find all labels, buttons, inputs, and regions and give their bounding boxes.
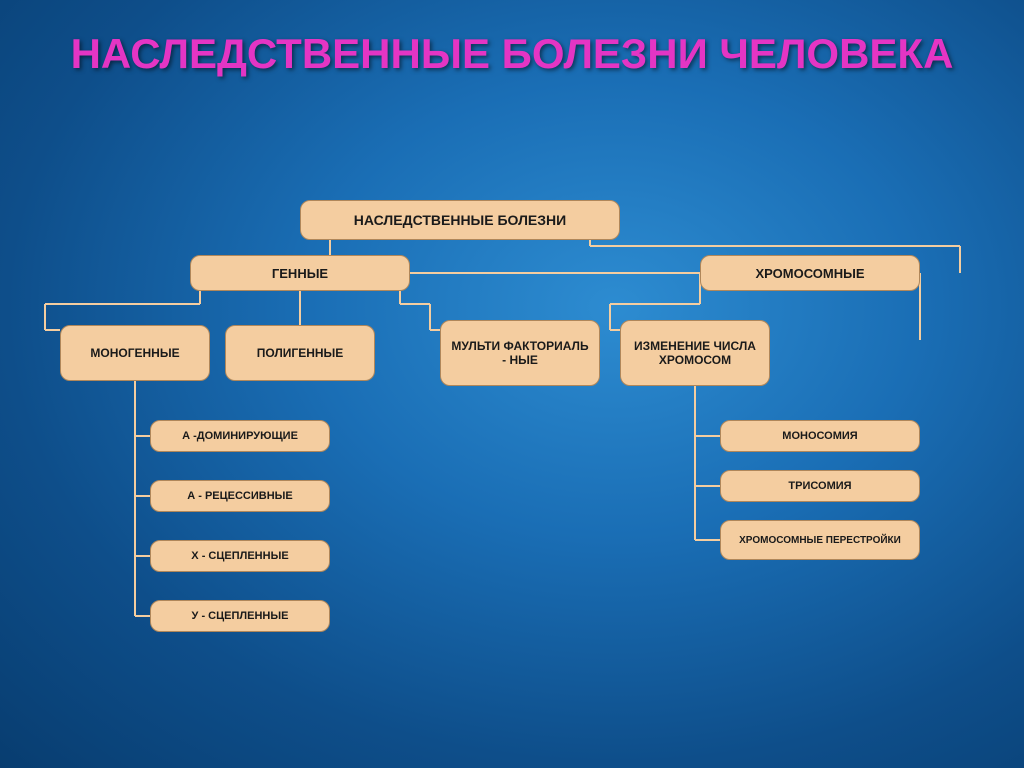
node-root: НАСЛЕДСТВЕННЫЕ БОЛЕЗНИ [300, 200, 620, 240]
node-ylin: У - СЦЕПЛЕННЫЕ [150, 600, 330, 632]
node-chrom: ХРОМОСОМНЫЕ [700, 255, 920, 291]
node-poly: ПОЛИГЕННЫЕ [225, 325, 375, 381]
node-gene: ГЕННЫЕ [190, 255, 410, 291]
node-adom: А -ДОМИНИРУЮЩИЕ [150, 420, 330, 452]
hierarchy-diagram: НАСЛЕДСТВЕННЫЕ БОЛЕЗНИ ГЕННЫЕ ХРОМОСОМНЫЕ М… [0, 0, 1024, 768]
node-chnum: ИЗМЕНЕНИЕ ЧИСЛА ХРОМОСОМ [620, 320, 770, 386]
node-multi: МУЛЬТИ ФАКТОРИАЛЬ - НЫЕ [440, 320, 600, 386]
node-mono: МОНОГЕННЫЕ [60, 325, 210, 381]
node-arec: А - РЕЦЕССИВНЫЕ [150, 480, 330, 512]
node-xlin: Х - СЦЕПЛЕННЫЕ [150, 540, 330, 572]
node-chromper: ХРОМОСОМНЫЕ ПЕРЕСТРОЙКИ [720, 520, 920, 560]
node-trisom: ТРИСОМИЯ [720, 470, 920, 502]
node-monosom: МОНОСОМИЯ [720, 420, 920, 452]
